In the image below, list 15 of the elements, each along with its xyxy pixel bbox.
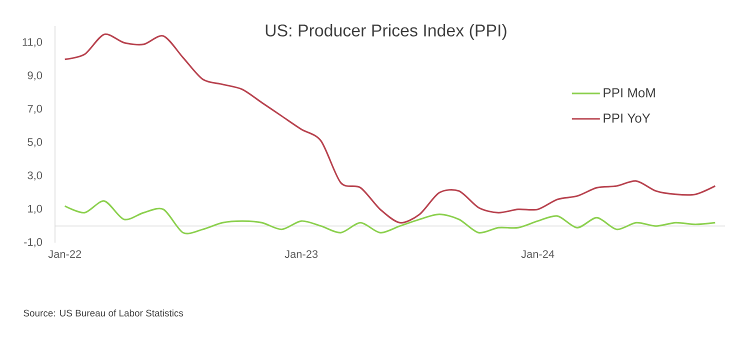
y-tick-label: 11,0 xyxy=(22,38,42,48)
legend-label: PPI MoM xyxy=(604,88,655,98)
y-tick-label: 3,0 xyxy=(28,172,42,181)
line-series xyxy=(64,200,716,234)
x-tick-label: Jan-22 xyxy=(48,250,82,258)
y-tick-label: -1,0 xyxy=(24,238,42,248)
y-tick-label: 9,0 xyxy=(28,71,42,81)
x-tick-label: Jan-24 xyxy=(521,250,554,258)
y-tick-label: 7,0 xyxy=(28,104,42,114)
y-tick-label: 5,0 xyxy=(28,138,42,148)
x-tick-label: Jan-23 xyxy=(284,250,318,258)
source-note: Source: US Bureau of Labor Statistics xyxy=(24,310,184,316)
chart-title: US: Producer Prices Index (PPI) xyxy=(266,24,506,40)
legend-label: PPI YoY xyxy=(604,114,650,123)
y-tick-label: 1,0 xyxy=(28,204,42,214)
